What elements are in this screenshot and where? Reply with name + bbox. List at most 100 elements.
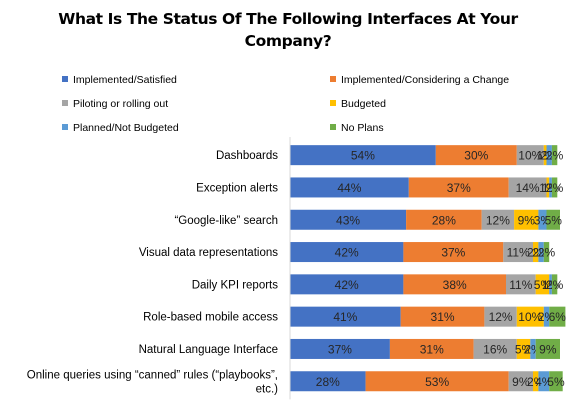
bar-segment-implemented-considering-a-change-online-queries-using-canned-rules-playbooks-etc [365, 371, 509, 392]
bar-segment-budgeted-exception-alerts [546, 177, 550, 198]
data-label: 11% [507, 246, 530, 260]
bar-segment-planned-not-budgeted-online-queries-using-canned-rules-playbooks-etc [538, 371, 550, 392]
legend-label: Budgeted [341, 98, 386, 110]
bar-segment-piloting-or-rolling-out-exception-alerts [508, 177, 547, 198]
legend-item-implemented-satisfied: Implemented/Satisfied [62, 74, 177, 86]
data-label: 2% [546, 181, 564, 195]
category-label-line: “Google-like” search [174, 215, 278, 227]
data-label: 37% [328, 342, 352, 356]
data-label: 31% [431, 310, 455, 324]
chart-title-line-2: Company? [244, 32, 332, 50]
bar-segment-implemented-satisfied-natural-language-interface [290, 338, 390, 359]
bar-segment-budgeted-natural-language-interface [516, 338, 531, 359]
legend-swatch [62, 100, 68, 106]
bar-segment-piloting-or-rolling-out-visual-data-representations [503, 242, 533, 263]
legend-swatch [62, 76, 68, 82]
category-label-exception-alerts: Exception alerts [196, 182, 278, 194]
data-label: 2% [538, 246, 556, 260]
legend-item-planned-not-budgeted: Planned/Not Budgeted [62, 122, 179, 134]
bar-segment-no-plans-google-like-search [546, 209, 560, 230]
legend-label: Implemented/Considering a Change [341, 74, 510, 86]
bar-segment-implemented-satisfied-role-based-mobile-access [290, 306, 401, 327]
bar-segment-implemented-considering-a-change-daily-kpi-reports [403, 274, 506, 295]
data-label: 54% [351, 149, 375, 163]
bar-segment-implemented-considering-a-change-visual-data-representations [403, 242, 504, 263]
category-label-visual-data-representations: Visual data representations [139, 247, 278, 259]
legend-label: Planned/Not Budgeted [73, 122, 179, 134]
legend-item-piloting: Piloting or rolling out [62, 98, 168, 110]
data-label: 2% [546, 278, 564, 292]
legend-item-budgeted: Budgeted [330, 98, 386, 110]
bar-segment-planned-not-budgeted-google-like-search [538, 209, 547, 230]
bar-segment-no-plans-online-queries-using-canned-rules-playbooks-etc [549, 371, 563, 392]
bar-segment-implemented-considering-a-change-dashboards [435, 145, 517, 166]
bar-segment-implemented-satisfied-online-queries-using-canned-rules-playbooks-etc [290, 371, 366, 392]
data-label: 42% [335, 278, 359, 292]
bar-segment-planned-not-budgeted-role-based-mobile-access [543, 306, 550, 327]
category-label-line: Visual data representations [139, 247, 278, 259]
data-label: 5% [547, 375, 565, 389]
category-label-daily-kpi-reports: Daily KPI reports [192, 279, 279, 291]
bar-segment-piloting-or-rolling-out-natural-language-interface [473, 338, 517, 359]
data-label: 2% [546, 149, 564, 163]
category-label-line: Exception alerts [196, 182, 278, 194]
data-label: 6% [549, 310, 567, 324]
bar-segment-budgeted-visual-data-representations [533, 242, 539, 263]
bar-segment-implemented-satisfied-exception-alerts [290, 177, 409, 198]
bar-segment-implemented-considering-a-change-role-based-mobile-access [400, 306, 485, 327]
category-label-line: Online queries using “canned” rules (“pl… [27, 369, 278, 381]
category-label-line: etc.) [256, 383, 279, 395]
legend-swatch [330, 76, 336, 82]
data-label: 53% [425, 375, 449, 389]
data-label: 11% [509, 278, 532, 292]
bar-segment-planned-not-budgeted-dashboards [546, 145, 552, 166]
data-label: 43% [336, 213, 360, 227]
category-label-line: Role-based mobile access [143, 312, 278, 324]
category-label-role-based-mobile-access: Role-based mobile access [143, 312, 278, 324]
bar-segment-implemented-satisfied-dashboards [290, 145, 436, 166]
data-label: 38% [443, 278, 467, 292]
category-label-online-queries-using-canned-rules-playbooks-etc: Online queries using “canned” rules (“pl… [27, 369, 278, 395]
data-label: 10% [518, 310, 542, 324]
chart-title-line-1: What Is The Status Of The Following Inte… [58, 10, 518, 28]
bar-segment-piloting-or-rolling-out-role-based-mobile-access [484, 306, 517, 327]
data-label: 9% [539, 342, 557, 356]
legend-item-no-plans: No Plans [330, 122, 384, 134]
bar-segment-no-plans-dashboards [551, 145, 558, 166]
bar-segment-budgeted-daily-kpi-reports [535, 274, 550, 295]
chart-title: What Is The Status Of The Following Inte… [0, 8, 576, 52]
legend-item-implemented-considering-change: Implemented/Considering a Change [330, 74, 509, 86]
data-label: 28% [432, 213, 456, 227]
category-label-google-like-search: “Google-like” search [174, 215, 278, 227]
data-label: 5% [545, 213, 563, 227]
bar-segment-piloting-or-rolling-out-online-queries-using-canned-rules-playbooks-etc [508, 371, 533, 392]
data-label: 14% [516, 181, 540, 195]
data-label: 12% [486, 213, 510, 227]
bar-segment-implemented-considering-a-change-exception-alerts [408, 177, 509, 198]
bar-segment-budgeted-role-based-mobile-access [516, 306, 544, 327]
bar-segment-planned-not-budgeted-exception-alerts [549, 177, 552, 198]
bar-segment-implemented-considering-a-change-natural-language-interface [389, 338, 474, 359]
legend-label: Piloting or rolling out [73, 98, 169, 110]
data-label: 44% [337, 181, 361, 195]
data-label: 10% [518, 149, 542, 163]
data-label: 41% [333, 310, 357, 324]
bar-segment-no-plans-visual-data-representations [543, 242, 550, 263]
legend-label: No Plans [341, 122, 384, 134]
bar-segment-piloting-or-rolling-out-google-like-search [481, 209, 515, 230]
bar-segment-planned-not-budgeted-natural-language-interface [530, 338, 536, 359]
bar-segment-no-plans-role-based-mobile-access [549, 306, 566, 327]
data-label: 16% [483, 342, 507, 356]
legend-label: Implemented/Satisfied [73, 74, 177, 86]
data-label: 4% [535, 375, 553, 389]
bar-segment-planned-not-budgeted-visual-data-representations [538, 242, 544, 263]
data-label: 12% [489, 310, 513, 324]
category-label-natural-language-interface: Natural Language Interface [139, 344, 278, 356]
bar-segment-no-plans-exception-alerts [551, 177, 558, 198]
data-label: 30% [464, 149, 488, 163]
data-label: 5% [534, 278, 552, 292]
category-label-line: Natural Language Interface [139, 344, 278, 356]
bar-segment-implemented-satisfied-visual-data-representations [290, 242, 404, 263]
data-label: 37% [447, 181, 471, 195]
